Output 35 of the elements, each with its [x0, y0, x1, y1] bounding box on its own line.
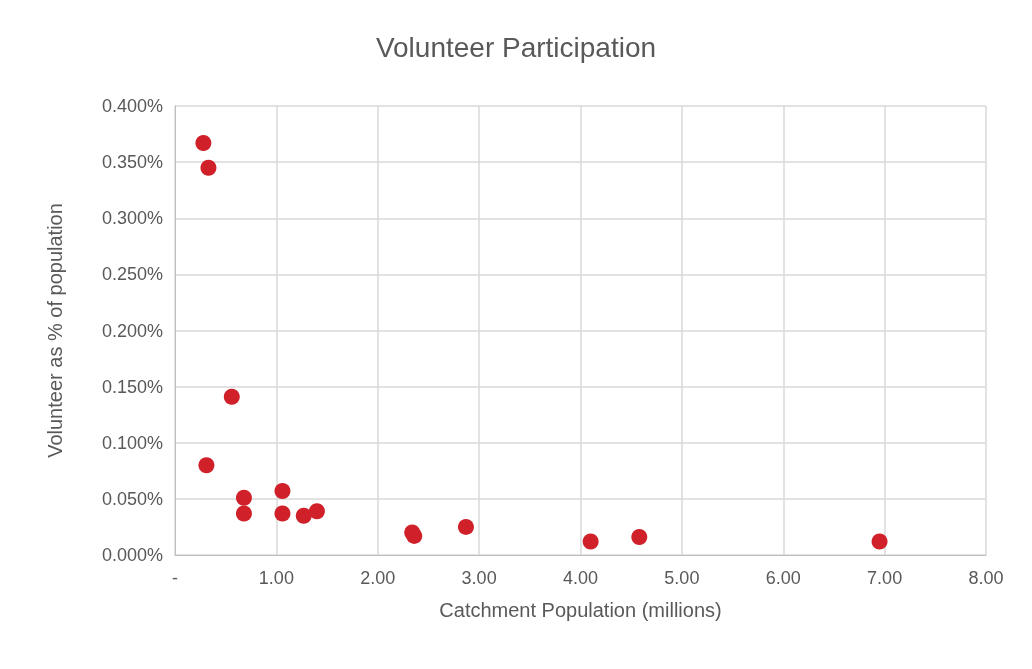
x-tick-label: 2.00 — [360, 568, 396, 588]
point — [195, 135, 212, 152]
point — [235, 489, 252, 506]
y-tick-label: 0.200% — [101, 320, 163, 341]
point — [235, 505, 252, 522]
x-tick-label: 4.00 — [562, 568, 599, 588]
point — [457, 518, 474, 535]
point — [308, 503, 325, 520]
x-tick-label: 1.00 — [258, 568, 294, 588]
x-tick-label: - — [172, 568, 178, 588]
y-tick-label: 0.100% — [101, 432, 163, 453]
x-tick-label: 7.00 — [867, 568, 903, 588]
y-tick-label: 0.000% — [101, 545, 163, 565]
point — [198, 457, 215, 474]
y-tick-label: 0.350% — [101, 152, 163, 173]
x-tick-label: 3.00 — [461, 568, 497, 588]
point — [274, 505, 291, 522]
point — [200, 159, 217, 176]
y-tick-label: 0.250% — [101, 264, 163, 285]
y-tick-label: 0.400% — [101, 96, 163, 116]
x-axis-title: Catchment Population (millions) — [439, 599, 722, 621]
x-tick-label: 6.00 — [765, 568, 801, 588]
y-tick-label: 0.300% — [101, 208, 163, 229]
chart-title: Volunteer Participation — [375, 31, 657, 63]
point — [582, 533, 599, 550]
point — [223, 388, 240, 405]
y-tick-label: 0.150% — [101, 376, 163, 397]
point — [631, 529, 648, 546]
point — [871, 533, 888, 550]
point — [295, 507, 312, 524]
x-tick-label: 8.00 — [968, 568, 1004, 588]
y-tick-label: 0.050% — [101, 488, 163, 509]
y-axis-title: Volunteer as % of population — [44, 203, 66, 458]
x-tick-label: 5.00 — [664, 568, 700, 588]
point — [274, 483, 291, 500]
